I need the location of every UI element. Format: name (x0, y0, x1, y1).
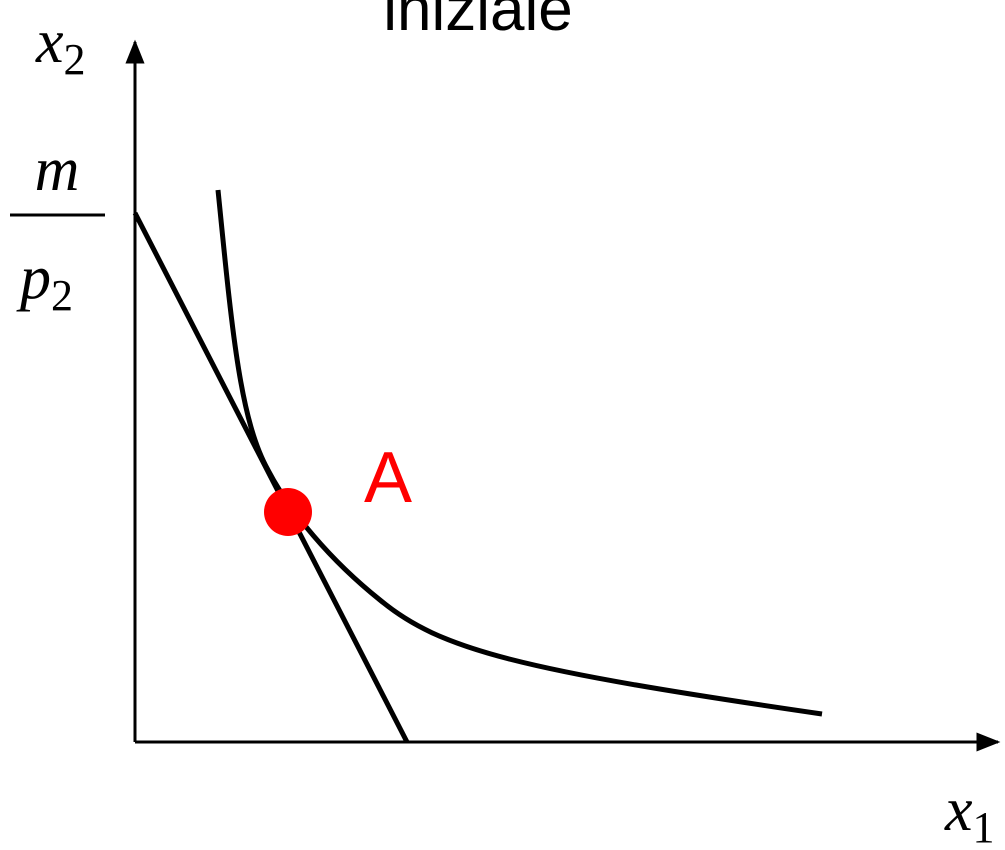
intercept-denominator: p2 (16, 244, 73, 320)
intercept-numerator: m (35, 136, 80, 204)
point-label: A (364, 438, 412, 518)
indifference-curve (215, 189, 823, 717)
title: iniziale (383, 0, 573, 44)
y-axis-label: x2 (35, 8, 86, 84)
optimum-point (264, 488, 312, 536)
x-axis-label: x1 (944, 776, 995, 850)
